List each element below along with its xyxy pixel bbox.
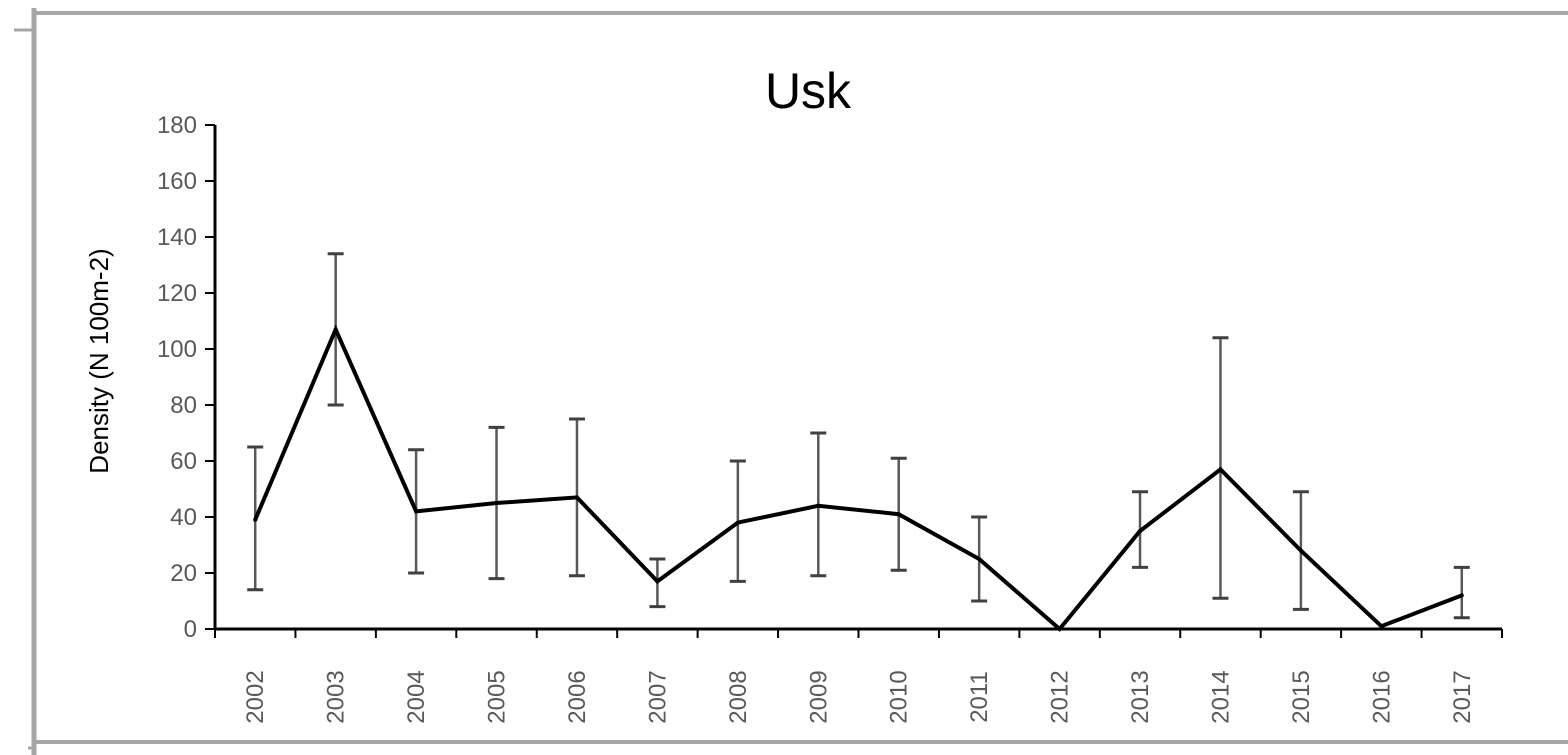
y-tick-label: 140 [157, 224, 197, 251]
y-tick-label: 160 [157, 168, 197, 195]
x-tick-label: 2012 [1047, 670, 1074, 723]
data-point [1057, 627, 1062, 631]
data-point [977, 557, 982, 561]
y-tick-label: 100 [157, 336, 197, 363]
chart-title: Usk [765, 63, 852, 119]
x-tick-label: 2004 [403, 670, 430, 723]
x-tick-label: 2016 [1368, 670, 1395, 723]
x-tick-label: 2007 [644, 670, 671, 723]
data-point [1459, 593, 1464, 598]
error-bar [1453, 565, 1470, 620]
data-point [1138, 529, 1143, 533]
data-point [333, 327, 338, 332]
data-point [655, 579, 660, 584]
error-bars [247, 252, 1470, 620]
y-axis-label: Density (N 100m-2) [84, 248, 114, 473]
data-point [1218, 467, 1223, 472]
data-point [816, 503, 821, 508]
data-point [896, 512, 901, 517]
data-point [574, 495, 579, 500]
data-point [735, 520, 740, 525]
x-tick-label: 2002 [242, 670, 269, 723]
series-line [253, 324, 1463, 632]
x-tick-label: 2008 [725, 670, 752, 723]
y-tick-label: 60 [170, 448, 197, 475]
x-tick-label: 2014 [1207, 670, 1234, 723]
y-axis: 0 20 40 60 80 100 120 140 160 180 [157, 112, 217, 643]
series-line-group [253, 324, 1464, 632]
x-tick-label: 2017 [1449, 670, 1476, 723]
data-point [1379, 624, 1384, 629]
data-point [494, 501, 499, 505]
x-tick-label: 2015 [1288, 670, 1315, 723]
x-tick-label: 2006 [564, 670, 591, 723]
x-tick-label: 2011 [966, 671, 993, 723]
data-point [1298, 548, 1303, 553]
x-tick-label: 2013 [1127, 670, 1154, 723]
data-point [414, 509, 419, 514]
y-tick-label: 80 [170, 392, 197, 419]
x-tick-label: 2009 [805, 670, 832, 723]
y-tick-label: 0 [184, 616, 197, 643]
x-tick-label: 2005 [484, 670, 511, 723]
y-tick-label: 120 [157, 280, 197, 307]
x-tick-label: 2010 [886, 670, 913, 723]
x-axis: 2002 2003 2004 2005 2006 2007 2008 2009 2010 2011… [214, 627, 1503, 724]
x-tick-label: 2003 [323, 670, 350, 723]
y-tick-label: 20 [170, 560, 197, 587]
y-tick-label: 40 [170, 504, 197, 531]
data-point [253, 517, 258, 522]
y-tick-label: 180 [157, 112, 197, 139]
